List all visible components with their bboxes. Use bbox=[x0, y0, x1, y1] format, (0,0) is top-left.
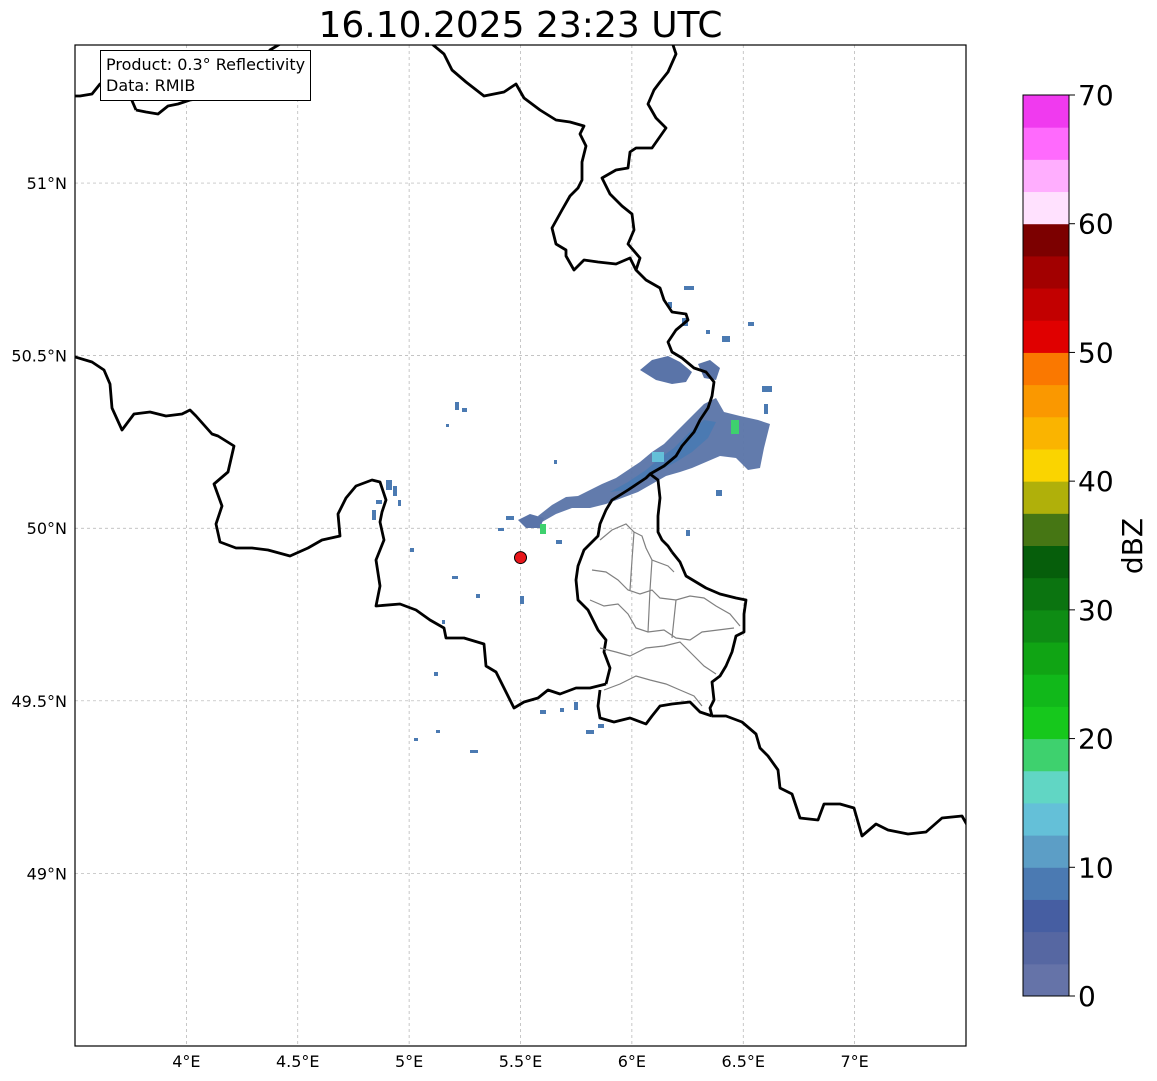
echo-cyan-cell bbox=[652, 452, 664, 462]
colorbar-swatch bbox=[1023, 867, 1069, 900]
radar-site-marker[interactable] bbox=[514, 551, 527, 565]
colorbar-swatch bbox=[1023, 352, 1069, 386]
lon-tick-label: 5°E bbox=[395, 1052, 423, 1071]
colorbar-swatch bbox=[1023, 899, 1069, 933]
colorbar-swatch bbox=[1023, 481, 1069, 514]
colorbar-swatch bbox=[1023, 577, 1069, 611]
border-belgium-germany bbox=[431, 45, 716, 476]
colorbar-swatch bbox=[1023, 320, 1069, 353]
axis-ticks: 4°E 4.5°E 5°E 5.5°E 6°E 6.5°E 7°E 49°N 49.5°N 50°… bbox=[11, 174, 868, 1071]
lon-tick-label: 6°E bbox=[618, 1052, 646, 1071]
lat-tick-label: 49°N bbox=[27, 864, 67, 883]
country-borders bbox=[75, 45, 966, 838]
echo-speckles bbox=[372, 286, 772, 753]
data-source-label: Data: RMIB bbox=[106, 76, 196, 95]
border-germany-france bbox=[712, 714, 966, 838]
colorbar-swatch bbox=[1023, 963, 1069, 997]
echo-cell-north bbox=[640, 356, 692, 384]
lon-tick-label: 7°E bbox=[840, 1052, 868, 1071]
colorbar-swatch bbox=[1023, 609, 1069, 643]
colorbar-swatch bbox=[1023, 706, 1069, 740]
echo-strong-cell bbox=[731, 420, 739, 434]
echo-cell-northeast bbox=[698, 360, 720, 380]
colorbar-swatch bbox=[1023, 931, 1069, 965]
colorbar-tick-label: 20 bbox=[1078, 723, 1114, 756]
gridlines bbox=[75, 45, 966, 1046]
lon-tick-label: 5.5°E bbox=[499, 1052, 543, 1071]
colorbar-tick-label: 50 bbox=[1078, 336, 1114, 369]
colorbar-swatch bbox=[1023, 159, 1069, 193]
colorbar-tick-label: 40 bbox=[1078, 465, 1114, 498]
colorbar-tick-label: 30 bbox=[1078, 594, 1114, 627]
colorbar-swatch bbox=[1023, 738, 1069, 772]
colorbar-tick-label: 70 bbox=[1078, 79, 1114, 112]
colorbar-frame bbox=[1022, 94, 1070, 997]
colorbar-tick-label: 0 bbox=[1078, 980, 1096, 1013]
colorbar-swatch bbox=[1023, 448, 1069, 482]
colorbar-swatch bbox=[1023, 674, 1069, 707]
colorbar-swatch bbox=[1023, 513, 1069, 546]
lon-tick-label: 4°E bbox=[172, 1052, 200, 1071]
lon-tick-label: 6.5°E bbox=[721, 1052, 765, 1071]
colorbar-swatch bbox=[1023, 835, 1069, 868]
colorbar-swatch bbox=[1023, 416, 1069, 450]
lat-tick-label: 50.5°N bbox=[11, 347, 67, 366]
colorbar-label: dBZ bbox=[1116, 518, 1149, 574]
border-netherlands-germany bbox=[600, 45, 678, 271]
lat-tick-label: 50°N bbox=[27, 519, 67, 538]
map-frame bbox=[74, 44, 967, 1047]
colorbar-swatch bbox=[1023, 642, 1069, 675]
border-belgium-france bbox=[75, 355, 607, 710]
colorbar-swatch bbox=[1023, 223, 1069, 257]
luxembourg-district-lines bbox=[589, 523, 741, 707]
border-belgium-luxembourg bbox=[574, 472, 674, 685]
colorbar-swatch bbox=[1023, 770, 1069, 804]
lon-tick-label: 4.5°E bbox=[276, 1052, 320, 1071]
colorbar-swatch bbox=[1023, 802, 1069, 836]
echo-cell-west bbox=[518, 514, 544, 528]
lat-tick-label: 51°N bbox=[27, 174, 67, 193]
colorbar-swatch bbox=[1023, 191, 1069, 225]
product-label: Product: 0.3° Reflectivity bbox=[106, 55, 306, 74]
border-luxembourg-germany bbox=[670, 551, 748, 717]
map-title: 16.10.2025 23:23 UTC bbox=[318, 5, 723, 46]
colorbar-swatch bbox=[1023, 384, 1069, 418]
colorbar-swatch bbox=[1023, 255, 1069, 289]
border-luxembourg-france bbox=[596, 689, 713, 726]
colorbar-tick-label: 10 bbox=[1078, 851, 1114, 884]
echo-cyan-cell-2 bbox=[540, 524, 546, 534]
colorbar-swatch bbox=[1023, 545, 1069, 579]
lat-tick-label: 49.5°N bbox=[11, 692, 67, 711]
colorbar-swatch bbox=[1023, 288, 1069, 321]
colorbar-swatch bbox=[1023, 95, 1069, 128]
info-box: Product: 0.3° Reflectivity Data: RMIB bbox=[100, 50, 312, 101]
colorbar-swatch bbox=[1023, 127, 1069, 160]
colorbar: 0 10 20 30 40 50 60 70 dBZ bbox=[1022, 79, 1149, 1013]
colorbar-tick-label: 60 bbox=[1078, 208, 1114, 241]
